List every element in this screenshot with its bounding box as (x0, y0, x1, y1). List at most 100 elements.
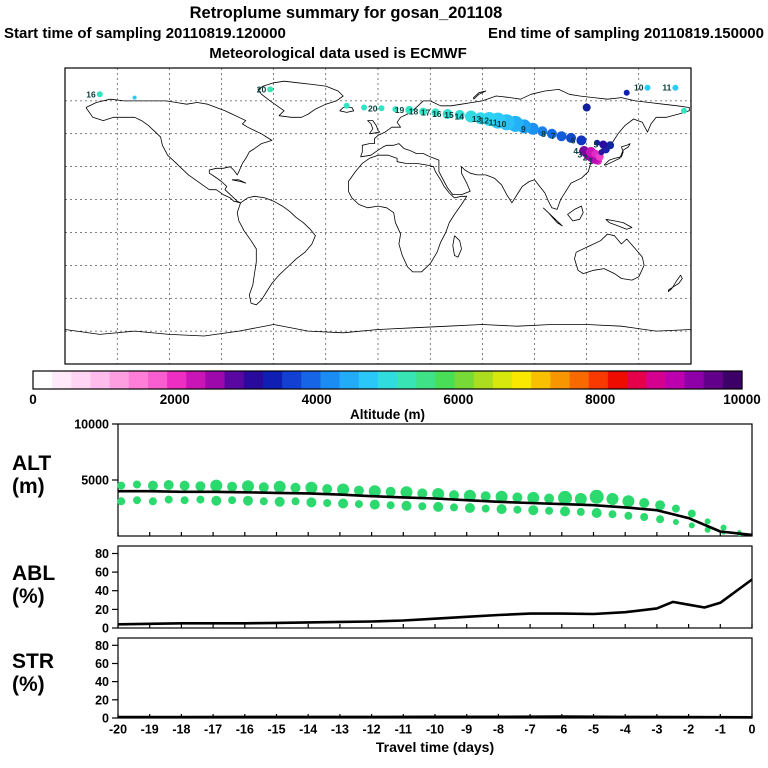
x-tick-label: -4 (620, 723, 631, 737)
colorbar-segment (722, 371, 743, 389)
plume-dot (267, 86, 274, 93)
altitude-scatter-dot (242, 480, 254, 493)
x-tick-label: -12 (363, 723, 381, 737)
coastline (452, 235, 462, 258)
sampling-time-row: Start time of sampling 20110819.120000 E… (4, 25, 764, 42)
plume-dot (599, 140, 608, 149)
y-tick-label: 80 (95, 547, 109, 561)
altitude-scatter-dot (449, 490, 459, 501)
colorbar-segment (262, 371, 283, 389)
str-axis-title: STR (%) (12, 650, 54, 696)
start-time-text: Start time of sampling 20110819.120000 (4, 25, 286, 42)
plume-dot (392, 106, 399, 113)
x-tick-label: -5 (588, 723, 599, 737)
altitude-scatter-dot (495, 490, 508, 503)
colorbar-segment (512, 371, 532, 389)
plume-dot (582, 103, 591, 112)
abl-axis-name: ABL (12, 562, 56, 585)
altitude-scatter-dot (655, 500, 666, 511)
colorbar-segment (665, 371, 686, 389)
plume-day-label: 12 (480, 116, 490, 126)
altitude-scatter-dot (545, 506, 554, 515)
altitude-scatter-dot (400, 486, 413, 499)
colorbar-segment (224, 371, 245, 389)
altitude-scatter-dot (273, 480, 286, 493)
alt-axis-name: ALT (12, 452, 52, 475)
plume-dot (96, 91, 103, 98)
y-tick-label: 40 (95, 675, 109, 689)
colorbar-segment (186, 371, 207, 389)
colorbar-segment (90, 371, 111, 389)
x-tick-label: -7 (525, 723, 536, 737)
altitude-scatter-dot (528, 505, 539, 516)
plume-dot (442, 109, 453, 119)
plume-day-label: 20 (368, 103, 378, 113)
x-tick-label: -9 (461, 723, 472, 737)
altitude-scatter-dot (386, 501, 395, 510)
plume-dot (681, 107, 687, 114)
x-tick-label: -8 (493, 723, 504, 737)
plume-day-label: 17 (421, 107, 431, 117)
colorbar-segment (128, 371, 149, 389)
colorbar-segment (473, 371, 494, 389)
str-panel (112, 637, 753, 719)
plume-day-label: 10 (497, 119, 507, 129)
plume-day-label: 8 (541, 129, 546, 139)
colorbar-segment (377, 371, 398, 389)
colorbar-frame (32, 370, 743, 390)
plume-day-label: 3 (578, 149, 583, 159)
plume-dot (132, 95, 137, 100)
plume-day-label: 16 (86, 89, 96, 99)
colorbar-segment (33, 371, 53, 389)
map-frame (64, 67, 692, 365)
altitude-scatter-dot (337, 483, 350, 496)
colorbar-segment (71, 371, 92, 389)
colorbar-tick-label: 4000 (302, 392, 332, 407)
colorbar-segment (550, 371, 571, 389)
colorbar-segment (243, 371, 264, 389)
x-tick-label: -3 (651, 723, 662, 737)
colorbar-tick-label: 8000 (585, 392, 615, 407)
plume-day-label: 2 (583, 153, 588, 163)
altitude-scatter-dot (418, 502, 427, 511)
altitude-scatter-dot (133, 480, 141, 489)
plume-day-label: 11 (489, 117, 498, 127)
coastline (257, 80, 344, 118)
plume-day-label: 19 (395, 105, 405, 115)
plume-dot (465, 110, 477, 123)
x-tick-label: -11 (395, 723, 412, 737)
altitude-scatter-dot (527, 491, 540, 504)
coastline (567, 205, 584, 222)
altitude-scatter-dot (671, 504, 680, 513)
coastline (605, 218, 633, 230)
altitude-scatter-dot (274, 496, 285, 507)
y-tick-label: 60 (95, 657, 109, 671)
str-axis-unit: (%) (12, 673, 45, 696)
plume-day-label: 18 (409, 107, 419, 117)
plume-day-label: 10 (634, 83, 644, 93)
altitude-scatter-dot (323, 499, 332, 507)
panel-frame (117, 545, 753, 629)
colorbar-segment (627, 371, 647, 389)
altitude-scatter-dot (640, 513, 649, 521)
coastline (603, 143, 631, 166)
colorbar-segment (454, 371, 475, 389)
altitude-scatter-dot (180, 496, 189, 505)
altitude-scatter-dot (211, 495, 222, 506)
plume-day-label: 15 (444, 110, 454, 120)
colorbar-tick-label: 2000 (160, 392, 190, 407)
plume-dot (405, 105, 414, 114)
plume-dot (378, 105, 385, 112)
alt-panel (112, 423, 753, 537)
plume-day-label: 7 (551, 131, 556, 141)
altitude-scatter-dot (117, 481, 126, 490)
altitude-scatter-dot (608, 510, 617, 519)
altitude-scatter-dot (574, 493, 587, 505)
plume-day-label: 4 (573, 146, 578, 156)
altitude-scatter-dot (624, 511, 633, 520)
altitude-scatter-dot (305, 481, 318, 494)
mean-altitude-line (118, 489, 753, 537)
altitude-scatter-dot (353, 485, 364, 496)
